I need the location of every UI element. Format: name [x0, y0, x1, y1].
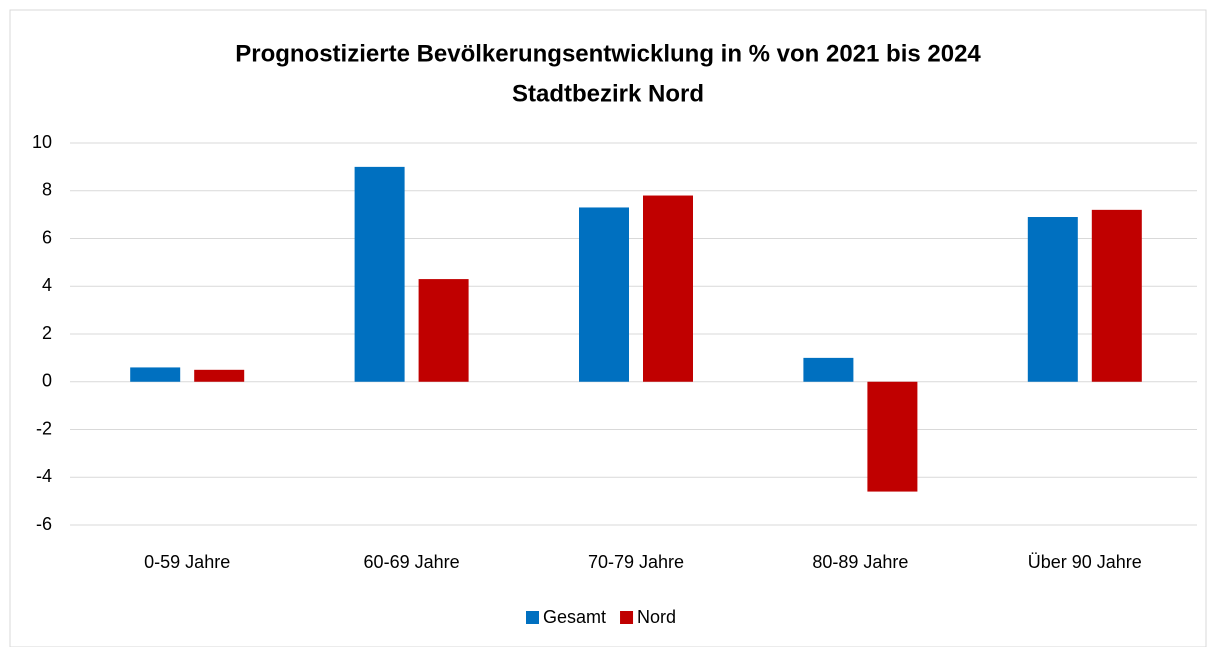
legend-swatch: [526, 611, 539, 624]
y-tick-label: 6: [42, 227, 52, 247]
x-tick-label: Über 90 Jahre: [1028, 552, 1142, 572]
y-tick-label: 2: [42, 323, 52, 343]
x-tick-label: 0-59 Jahre: [144, 552, 230, 572]
y-tick-label: 0: [42, 371, 52, 391]
bar: [130, 367, 181, 382]
y-tick-label: 10: [32, 132, 52, 152]
bar: [194, 369, 245, 382]
bar: [418, 279, 469, 382]
x-tick-label: 80-89 Jahre: [812, 552, 908, 572]
chart-subtitle: Stadtbezirk Nord: [512, 80, 704, 107]
x-tick-label: 60-69 Jahre: [364, 552, 460, 572]
bar: [1027, 217, 1078, 382]
y-tick-label: 8: [42, 180, 52, 200]
x-tick-label: 70-79 Jahre: [588, 552, 684, 572]
y-tick-label: -6: [36, 514, 52, 534]
bar: [803, 357, 854, 382]
bar: [579, 207, 629, 382]
y-tick-label: 4: [42, 275, 52, 295]
bar: [643, 195, 693, 382]
y-tick-label: -4: [36, 466, 52, 486]
bar: [1091, 209, 1142, 382]
legend-label: Nord: [637, 607, 676, 627]
chart-title: Prognostizierte Bevölkerungsentwicklung …: [235, 40, 981, 67]
bar: [354, 166, 405, 382]
legend-swatch: [620, 611, 634, 624]
legend-label: Gesamt: [543, 607, 606, 627]
bar: [867, 381, 918, 492]
y-tick-label: -2: [36, 418, 52, 438]
